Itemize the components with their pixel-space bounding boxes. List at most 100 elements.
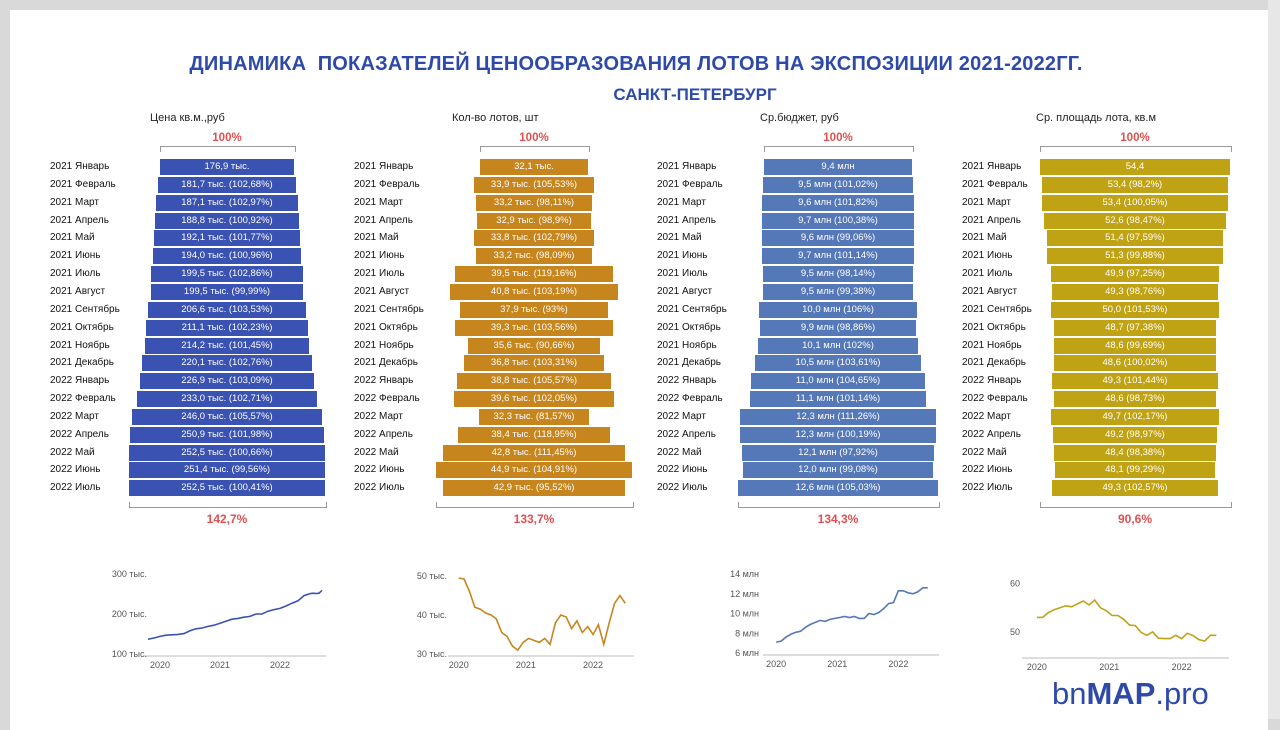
bar: 39,3 тыс. (103,56%) xyxy=(455,319,613,336)
month-label: 2022 Май xyxy=(962,446,1007,458)
month-label: 2021 Декабрь xyxy=(354,357,419,369)
bar: 10,0 млн (106%) xyxy=(759,301,917,318)
month-label: 2021 Апрель xyxy=(50,214,109,226)
month-label: 2021 Май xyxy=(50,232,95,244)
month-label: 2021 Май xyxy=(354,232,399,244)
bar: 12,1 млн (97,92%) xyxy=(742,444,934,461)
bar: 33,2 тыс. (98,09%) xyxy=(476,248,592,265)
bar: 35,6 тыс. (90,66%) xyxy=(468,337,600,354)
bar: 51,4 (97,59%) xyxy=(1047,230,1223,247)
month-label: 2021 Декабрь xyxy=(962,357,1027,369)
month-label: 2021 Октябрь xyxy=(962,321,1026,333)
bar: 40,8 тыс. (103,19%) xyxy=(450,283,618,300)
month-label: 2022 Февраль xyxy=(50,393,116,405)
bar: 38,4 тыс. (118,95%) xyxy=(458,426,610,443)
logo-part-map: MAP xyxy=(1086,676,1156,711)
bar: 10,5 млн (103,61%) xyxy=(755,355,921,372)
bar: 199,5 тыс. (102,86%) xyxy=(150,266,303,283)
bar: 39,6 тыс. (102,05%) xyxy=(454,391,614,408)
bar: 188,8 тыс. (100,92%) xyxy=(155,212,299,229)
bar: 33,8 тыс. (102,79%) xyxy=(474,230,594,247)
month-label: 2021 Октябрь xyxy=(50,321,114,333)
month-label: 2021 Ноябрь xyxy=(657,339,717,351)
bar: 42,8 тыс. (111,45%) xyxy=(443,444,625,461)
bar: 32,9 тыс. (98,9%) xyxy=(477,212,591,229)
bar: 12,3 млн (100,19%) xyxy=(740,426,936,443)
top-percent-label: 100% xyxy=(519,132,549,144)
month-label: 2021 Сентябрь xyxy=(354,303,424,315)
bar: 44,9 тыс. (104,91%) xyxy=(436,462,632,479)
bar: 233,0 тыс. (102,71%) xyxy=(137,391,317,408)
total-change-label: 90,6% xyxy=(1117,512,1153,526)
month-label: 2022 Февраль xyxy=(354,393,420,405)
bar: 11,0 млн (104,65%) xyxy=(751,373,925,390)
bar: 181,7 тыс. (102,68%) xyxy=(158,176,296,193)
bar: 226,9 тыс. (103,09%) xyxy=(139,373,315,390)
month-label: 2021 Апрель xyxy=(354,214,413,226)
top-percent-label: 100% xyxy=(1120,132,1150,144)
month-label: 2022 Март xyxy=(50,410,99,422)
bar: 9,4 млн xyxy=(764,159,912,175)
month-label: 2022 Май xyxy=(354,446,399,458)
bar: 49,2 (98,97%) xyxy=(1052,426,1218,443)
month-label: 2022 Июнь xyxy=(50,464,101,476)
month-label: 2022 Июль xyxy=(962,482,1013,494)
month-label: 2021 Январь xyxy=(50,161,110,172)
month-label: 2021 Февраль xyxy=(657,178,723,190)
month-label: 2022 Апрель xyxy=(354,428,413,440)
month-label: 2022 Июль xyxy=(354,482,405,494)
month-label: 2021 Июнь xyxy=(354,250,405,262)
bar: 38,8 тыс. (105,57%) xyxy=(457,373,611,390)
page-subtitle: САНКТ-ПЕТЕРБУРГ xyxy=(613,85,777,104)
month-label: 2022 Апрель xyxy=(50,428,109,440)
bottom-bracket xyxy=(129,502,327,508)
month-label: 2022 Январь xyxy=(657,375,717,387)
month-label: 2022 Июнь xyxy=(657,464,708,476)
bottom-bracket xyxy=(1040,502,1232,508)
total-change-label: 142,7% xyxy=(206,512,248,526)
bar: 49,3 (98,76%) xyxy=(1052,283,1218,300)
bar: 48,7 (97,38%) xyxy=(1053,319,1217,336)
month-label: 2022 Июль xyxy=(657,482,708,494)
top-bracket xyxy=(480,146,590,152)
bar: 48,4 (98,38%) xyxy=(1054,444,1216,461)
bar: 50,0 (101,53%) xyxy=(1050,301,1220,318)
bar: 51,3 (99,88%) xyxy=(1047,248,1223,265)
bar: 49,7 (102,17%) xyxy=(1051,408,1219,425)
bar: 48,1 (99,29%) xyxy=(1055,462,1215,479)
month-label: 2021 Декабрь xyxy=(657,357,722,369)
month-label: 2021 Декабрь xyxy=(50,357,115,369)
total-change-label: 133,7% xyxy=(513,512,555,526)
bar: 251,4 тыс. (99,56%) xyxy=(129,462,325,479)
bar: 11,1 млн (101,14%) xyxy=(750,391,926,408)
bar: 49,9 (97,25%) xyxy=(1050,266,1220,283)
bar: 194,0 тыс. (100,96%) xyxy=(153,248,301,265)
bottom-bracket xyxy=(738,502,940,508)
month-label: 2021 Октябрь xyxy=(354,321,418,333)
bar: 10,1 млн (102%) xyxy=(758,337,918,354)
bar: 206,6 тыс. (103,53%) xyxy=(148,301,306,318)
panel-title: Кол-во лотов, шт xyxy=(452,112,539,124)
month-label: 2021 Июль xyxy=(657,268,708,280)
month-label: 2021 Август xyxy=(354,285,410,297)
month-label: 2021 Март xyxy=(354,196,403,208)
month-label: 2021 Май xyxy=(657,232,702,244)
month-label: 2021 Февраль xyxy=(962,178,1028,190)
month-label: 2021 Ноябрь xyxy=(354,339,414,351)
month-label: 2022 Июнь xyxy=(962,464,1013,476)
top-bracket xyxy=(1040,146,1232,152)
bar: 53,4 (98,2%) xyxy=(1042,176,1228,193)
bar: 48,6 (99,69%) xyxy=(1053,337,1216,354)
panel-title: Ср.бюджет, руб xyxy=(760,112,839,124)
month-label: 2021 Январь xyxy=(657,161,717,172)
bar: 33,9 тыс. (105,53%) xyxy=(473,176,595,193)
month-label: 2021 Август xyxy=(962,285,1018,297)
month-label: 2021 Июнь xyxy=(657,250,708,262)
month-label: 2021 Август xyxy=(50,285,106,297)
top-percent-label: 100% xyxy=(212,132,242,144)
bar: 9,6 млн (101,82%) xyxy=(762,194,914,211)
month-label: 2022 Апрель xyxy=(962,428,1021,440)
bar: 9,9 млн (98,86%) xyxy=(759,319,917,336)
month-label: 2021 Сентябрь xyxy=(657,303,727,315)
bar: 9,5 млн (101,02%) xyxy=(763,176,913,193)
